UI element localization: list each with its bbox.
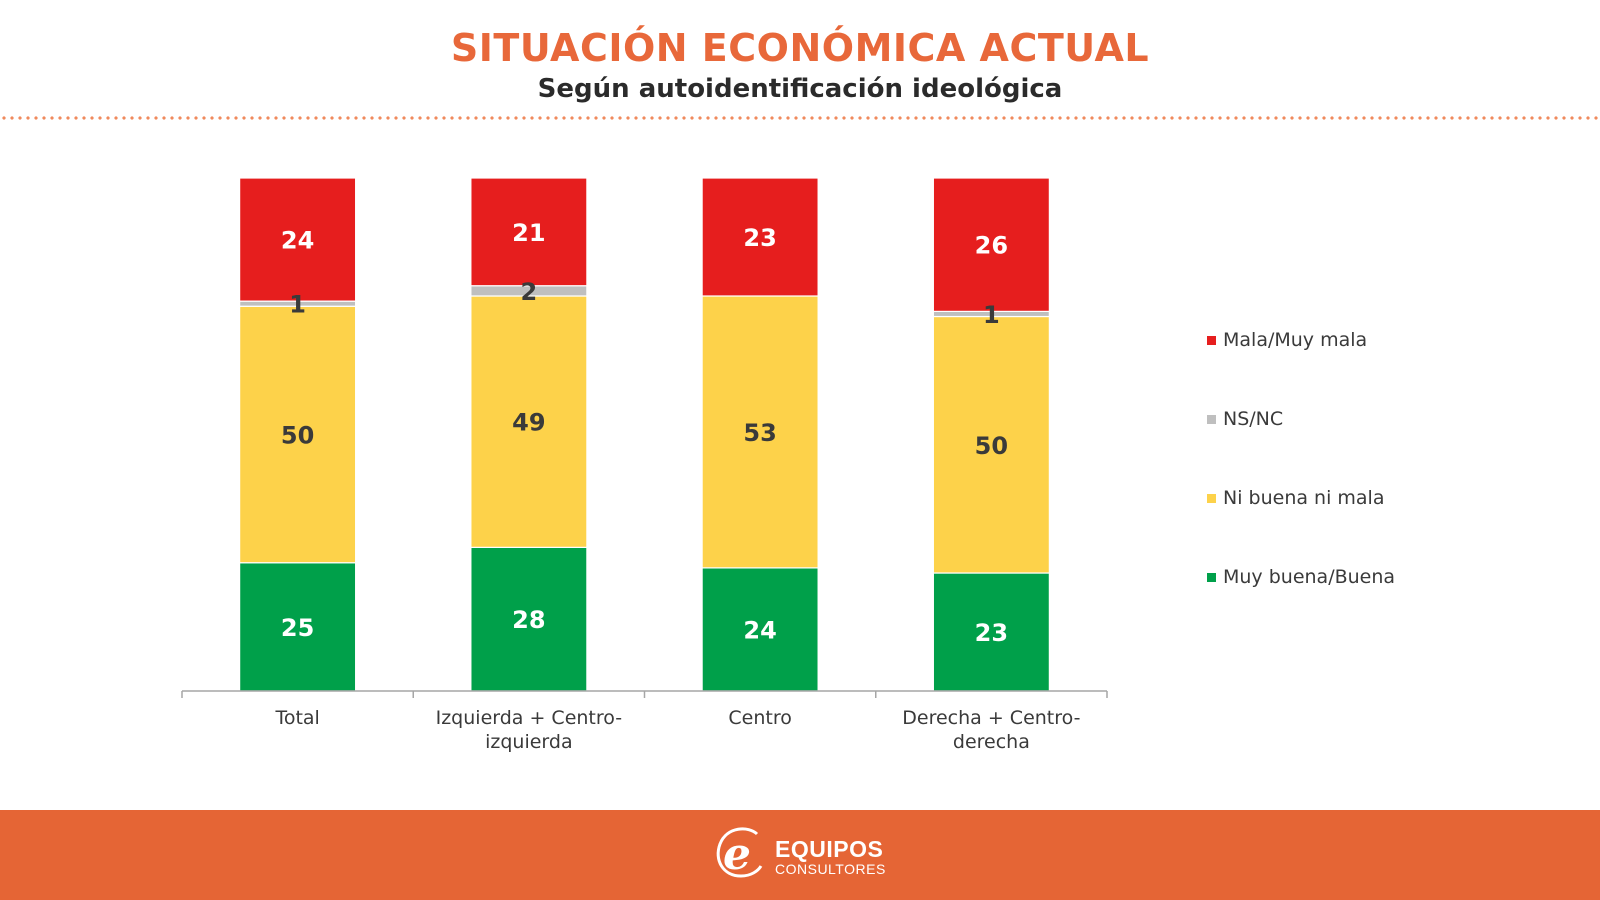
legend-item: Ni buena ni mala	[1207, 487, 1384, 509]
bar-segment-muy-buena-buena	[470, 546, 588, 692]
equipos-consultores-logo: e EQUIPOS CONSULTORES	[713, 824, 903, 884]
bar-segment-ni-buena-ni-mala	[239, 305, 357, 564]
legend-label: Mala/Muy mala	[1223, 329, 1368, 351]
data-label: 28	[512, 606, 545, 634]
legend-swatch	[1207, 493, 1216, 503]
chart-subtitle: Según autoidentificación ideológica	[537, 74, 1063, 104]
x-tick-label: derecha	[953, 731, 1030, 753]
bar-segment-mala-muy-mala	[239, 177, 357, 302]
data-label: 24	[743, 616, 776, 644]
x-tick-label: Centro	[728, 707, 791, 729]
legend-item: Muy buena/Buena	[1207, 566, 1395, 588]
data-label: 23	[743, 224, 776, 252]
x-tick-label: Total	[274, 707, 319, 729]
data-label: 49	[512, 409, 545, 437]
bar-segment-ni-buena-ni-mala	[701, 295, 819, 569]
bar-segment-mala-muy-mala	[470, 177, 588, 287]
data-label: 1	[983, 301, 1000, 329]
data-label: 24	[281, 227, 314, 255]
data-label: 53	[743, 419, 776, 447]
title-divider	[0, 116, 1600, 120]
bar-group: 28 49 2 21	[470, 177, 588, 692]
chart-title: SITUACIÓN ECONÓMICA ACTUAL	[450, 26, 1150, 70]
data-label: 21	[512, 219, 545, 247]
legend-label: Muy buena/Buena	[1223, 566, 1396, 588]
x-tick-label: izquierda	[485, 731, 573, 753]
bar-segment-ni-buena-ni-mala	[932, 315, 1050, 574]
bar-segment-ni-buena-ni-mala	[470, 295, 588, 548]
logo-e-icon: e	[716, 827, 763, 880]
brand-name: EQUIPOS	[775, 836, 884, 862]
brand-subtitle: CONSULTORES	[775, 861, 886, 877]
legend-item: Mala/Muy mala	[1207, 329, 1367, 351]
bar-segment-muy-buena-buena	[701, 567, 819, 692]
data-label: 26	[975, 232, 1008, 260]
legend-swatch	[1207, 414, 1216, 424]
data-label: 25	[281, 614, 314, 642]
bar-group: 24 53 23	[701, 177, 819, 692]
x-tick-label: Izquierda + Centro-	[436, 707, 623, 729]
bar-group: 25 50 1 24	[239, 177, 357, 692]
data-label: 50	[975, 432, 1008, 460]
legend-item: NS/NC	[1207, 408, 1283, 430]
bar-group: 23 50 1 26	[932, 177, 1050, 692]
svg-text:e: e	[723, 829, 751, 880]
data-label: 1	[289, 291, 306, 319]
data-label: 2	[521, 278, 538, 306]
legend-label: NS/NC	[1223, 408, 1284, 430]
x-tick-label: Derecha + Centro-	[902, 707, 1080, 729]
legend-label: Ni buena ni mala	[1223, 487, 1385, 509]
bar-segment-mala-muy-mala	[701, 177, 819, 297]
bar-segment-mala-muy-mala	[932, 177, 1050, 312]
data-label: 50	[281, 422, 314, 450]
legend-swatch	[1207, 572, 1216, 582]
data-label: 23	[975, 619, 1008, 647]
bar-segment-muy-buena-buena	[932, 572, 1050, 692]
legend-swatch	[1207, 335, 1216, 345]
stacked-bar-chart: 25 50 1 24 Total 28 49 2 21 Izquierda + Centro-iz…	[181, 177, 1108, 753]
footer-band: e EQUIPOS CONSULTORES	[0, 810, 1600, 900]
